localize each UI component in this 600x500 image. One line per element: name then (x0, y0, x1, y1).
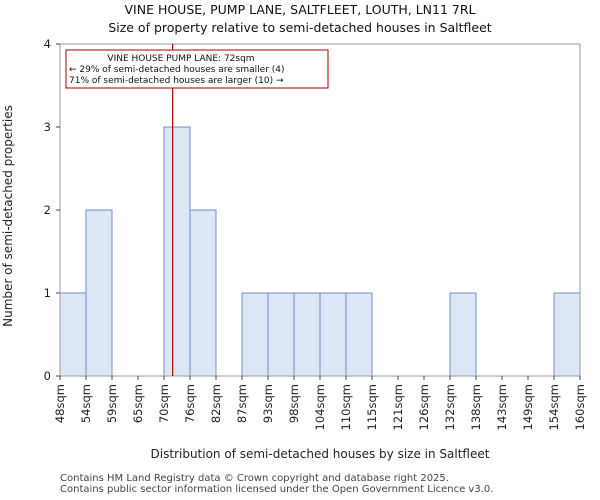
x-axis-label: Distribution of semi-detached houses by … (151, 447, 490, 461)
x-tick-label: 93sqm (261, 384, 275, 423)
y-tick-label: 0 (44, 369, 51, 383)
x-tick-label: 48sqm (53, 384, 67, 423)
histogram-bar-132sqm (449, 292, 477, 377)
y-axis-label: Number of semi-detached properties (1, 105, 15, 327)
annotation-line-2: ← 29% of semi-detached houses are smalle… (69, 65, 285, 75)
x-tick-label: 70sqm (157, 384, 171, 423)
x-tick-label: 149sqm (521, 384, 535, 430)
x-tick-label: 82sqm (209, 384, 223, 423)
annotation-line-1: VINE HOUSE PUMP LANE: 72sqm (107, 54, 254, 64)
histogram-bar-110sqm (345, 292, 373, 377)
y-tick-label: 3 (44, 120, 51, 134)
x-tick-label: 138sqm (469, 384, 483, 430)
annotation-box (65, 49, 329, 89)
y-tick-label: 4 (44, 37, 51, 51)
x-tick-label: 132sqm (443, 384, 457, 430)
x-tick-label: 115sqm (365, 384, 379, 430)
x-tick-label: 154sqm (547, 384, 561, 430)
histogram-bar-54sqm (85, 209, 113, 377)
annotation-line-3: 71% of semi-detached houses are larger (… (69, 76, 284, 86)
histogram-bar-70sqm (163, 126, 191, 377)
footer-licence: Contains public sector information licen… (60, 484, 494, 495)
y-tick-label: 2 (44, 203, 51, 217)
x-tick-label: 104sqm (313, 384, 327, 430)
x-tick-label: 54sqm (79, 384, 93, 423)
histogram-bar-93sqm (267, 292, 295, 377)
x-tick-label: 98sqm (287, 384, 301, 423)
histogram-bar-87sqm (241, 292, 269, 377)
x-tick-label: 143sqm (495, 384, 509, 430)
x-tick-label: 110sqm (339, 384, 353, 430)
x-tick-label: 160sqm (573, 384, 587, 430)
chart-title: VINE HOUSE, PUMP LANE, SALTFLEET, LOUTH,… (124, 2, 476, 17)
x-tick-label: 76sqm (183, 384, 197, 423)
footer-copyright: Contains HM Land Registry data © Crown c… (60, 473, 449, 484)
chart-subtitle: Size of property relative to semi-detach… (108, 20, 492, 35)
histogram-bar-48sqm (59, 292, 87, 377)
histogram-bar-76sqm (189, 209, 217, 377)
x-tick-label: 87sqm (235, 384, 249, 423)
x-tick-label: 65sqm (131, 384, 145, 423)
histogram-bar-98sqm (293, 292, 321, 377)
x-tick-label: 126sqm (417, 384, 431, 430)
x-tick-label: 59sqm (105, 384, 119, 423)
histogram-bar-154sqm (553, 292, 581, 377)
x-tick-label: 121sqm (391, 384, 405, 430)
histogram-bar-104sqm (319, 292, 347, 377)
y-tick-label: 1 (44, 286, 51, 300)
